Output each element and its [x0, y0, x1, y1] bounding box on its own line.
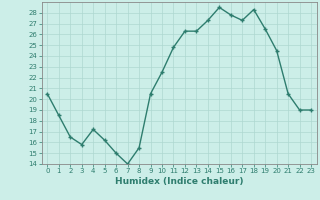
- X-axis label: Humidex (Indice chaleur): Humidex (Indice chaleur): [115, 177, 244, 186]
